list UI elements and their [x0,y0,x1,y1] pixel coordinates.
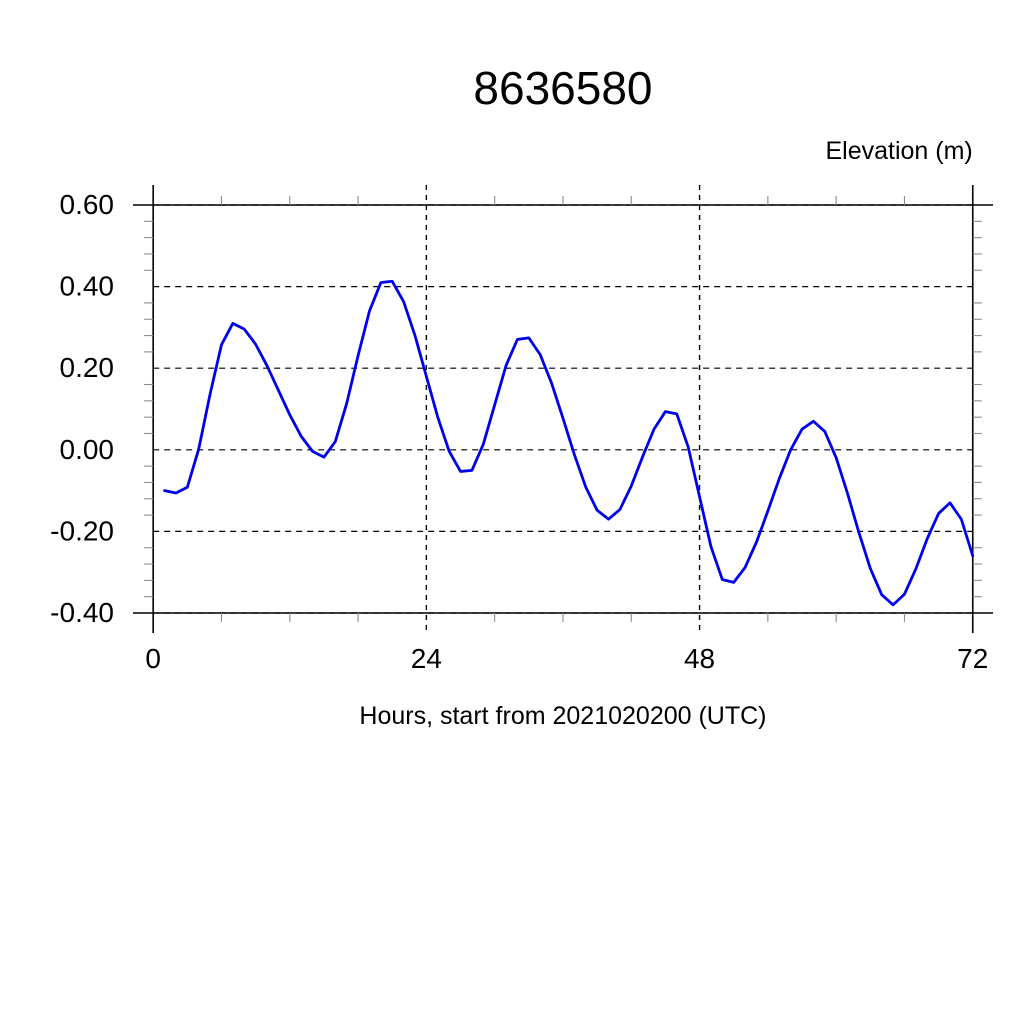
svg-text:0.40: 0.40 [60,271,115,302]
svg-text:-0.40: -0.40 [50,597,114,628]
svg-text:0.00: 0.00 [60,434,115,465]
svg-text:0.60: 0.60 [60,189,115,220]
svg-text:Hours, start from 2021020200 (: Hours, start from 2021020200 (UTC) [359,702,766,730]
svg-text:0: 0 [145,643,161,674]
svg-text:24: 24 [411,643,442,674]
svg-text:-0.20: -0.20 [50,515,114,546]
svg-text:0.20: 0.20 [60,352,115,383]
svg-text:8636580: 8636580 [473,62,652,114]
svg-text:72: 72 [957,643,988,674]
svg-text:Elevation (m): Elevation (m) [825,137,972,165]
svg-text:48: 48 [684,643,715,674]
